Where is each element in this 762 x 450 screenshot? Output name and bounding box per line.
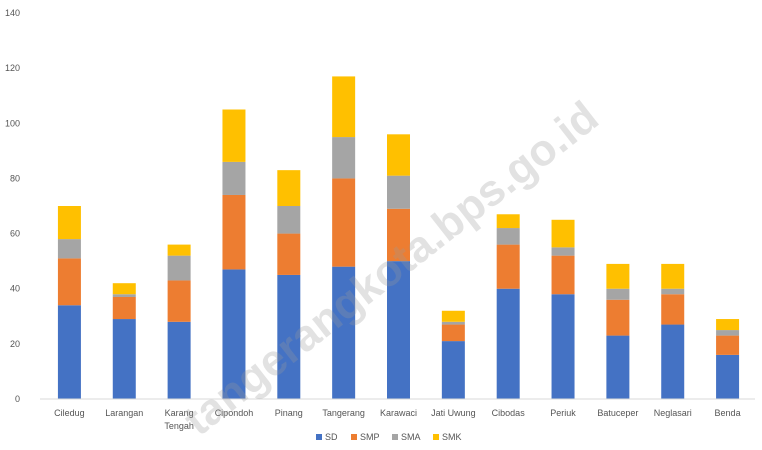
bar-segment-smp xyxy=(551,255,575,295)
bar-segment-smk xyxy=(496,214,520,229)
x-tick-label: Periuk xyxy=(550,408,576,418)
bar-segment-smk xyxy=(112,283,136,295)
legend-swatch-smk xyxy=(433,434,439,440)
bar-segment-smk xyxy=(387,134,410,176)
legend: SD SMP SMA SMK xyxy=(316,432,462,442)
bar-segment-smk xyxy=(277,170,301,206)
y-tick-label: 20 xyxy=(10,339,20,349)
x-tick-label: Batuceper xyxy=(597,408,638,418)
bar-segment-sd xyxy=(441,341,465,399)
legend-label-sma: SMA xyxy=(401,432,421,442)
bar-segment-smk xyxy=(716,319,740,331)
bar-segment-smp xyxy=(606,299,630,336)
bar-segment-smk xyxy=(661,263,685,289)
bar-segment-sd xyxy=(222,269,246,399)
y-tick-label: 120 xyxy=(5,63,20,73)
y-tick-label: 100 xyxy=(5,118,20,128)
bars xyxy=(57,76,740,399)
bar-segment-sma xyxy=(167,255,191,281)
bar-segment-sma xyxy=(387,175,410,209)
bar-segment-sd xyxy=(277,274,301,399)
bar-segment-sma xyxy=(112,294,136,297)
bar-segment-sd xyxy=(716,354,740,399)
bar-segment-smp xyxy=(496,244,520,289)
bar-segment-sd xyxy=(496,288,520,399)
x-tick-label: Karawaci xyxy=(380,408,417,418)
x-tick-label: Cibodas xyxy=(492,408,526,418)
bar-segment-sma xyxy=(496,228,520,245)
bar-segment-smp xyxy=(277,233,301,275)
bar-segment-sd xyxy=(606,335,630,399)
legend-swatch-smp xyxy=(351,434,357,440)
bar-segment-smk xyxy=(57,206,81,240)
y-tick-label: 0 xyxy=(15,394,20,404)
bar-segment-smk xyxy=(167,244,191,256)
x-tick-label: Cipondoh xyxy=(215,408,254,418)
bar-segment-sd xyxy=(167,321,191,399)
y-tick-label: 80 xyxy=(10,173,20,183)
x-tick-label: Neglasari xyxy=(654,408,692,418)
bar-segment-sd xyxy=(387,261,410,399)
bar-segment-smp xyxy=(387,208,410,262)
y-tick-label: 140 xyxy=(5,8,20,18)
legend-label-sd: SD xyxy=(325,432,338,442)
bar-segment-smk xyxy=(551,219,575,248)
bar-segment-sma xyxy=(716,330,740,336)
bar-segment-smp xyxy=(167,280,191,322)
bar-segment-sma xyxy=(222,161,246,195)
legend-swatch-sma xyxy=(392,434,398,440)
bar-segment-sd xyxy=(661,324,685,399)
bar-segment-sma xyxy=(661,288,685,295)
bar-segment-smp xyxy=(716,335,740,355)
bar-segment-smp xyxy=(112,296,136,320)
legend-label-smk: SMK xyxy=(442,432,462,442)
bar-segment-smp xyxy=(661,294,685,325)
x-tick-label: Jati Uwung xyxy=(431,408,476,418)
bar-segment-smk xyxy=(332,76,356,138)
bar-segment-sd xyxy=(57,305,81,399)
bar-segment-smp xyxy=(332,178,356,267)
x-axis: Ciledug Larangan Karang Tengah Cipondoh Pinan… xyxy=(40,398,755,431)
bar-segment-sma xyxy=(277,206,301,234)
bar-segment-smp xyxy=(441,324,465,342)
bar-segment-sd xyxy=(551,294,575,399)
bar-segment-sma xyxy=(606,288,630,300)
bar-segment-sma xyxy=(441,321,465,325)
bar-segment-sd xyxy=(112,319,136,399)
y-axis: 0 20 40 60 80 100 120 140 xyxy=(5,8,20,404)
bar-segment-smk xyxy=(441,310,465,322)
x-tick-label: Ciledug xyxy=(54,408,85,418)
x-tick-label: Tangerang xyxy=(322,408,365,418)
bar-segment-sma xyxy=(57,239,81,259)
x-tick-label: Karang Tengah xyxy=(164,408,194,431)
y-tick-label: 60 xyxy=(10,229,20,239)
bar-segment-sma xyxy=(551,247,575,256)
y-tick-label: 40 xyxy=(10,284,20,294)
bar-segment-smk xyxy=(222,109,246,162)
bar-segment-smp xyxy=(57,258,81,306)
legend-swatch-sd xyxy=(316,434,322,440)
x-tick-label: Benda xyxy=(715,408,741,418)
bar-segment-smp xyxy=(222,194,246,270)
bar-segment-sd xyxy=(332,266,356,399)
x-tick-label: Pinang xyxy=(275,408,303,418)
x-tick-label: Larangan xyxy=(105,408,143,418)
bar-segment-sma xyxy=(332,137,356,179)
legend-label-smp: SMP xyxy=(360,432,380,442)
bar-segment-smk xyxy=(606,263,630,289)
